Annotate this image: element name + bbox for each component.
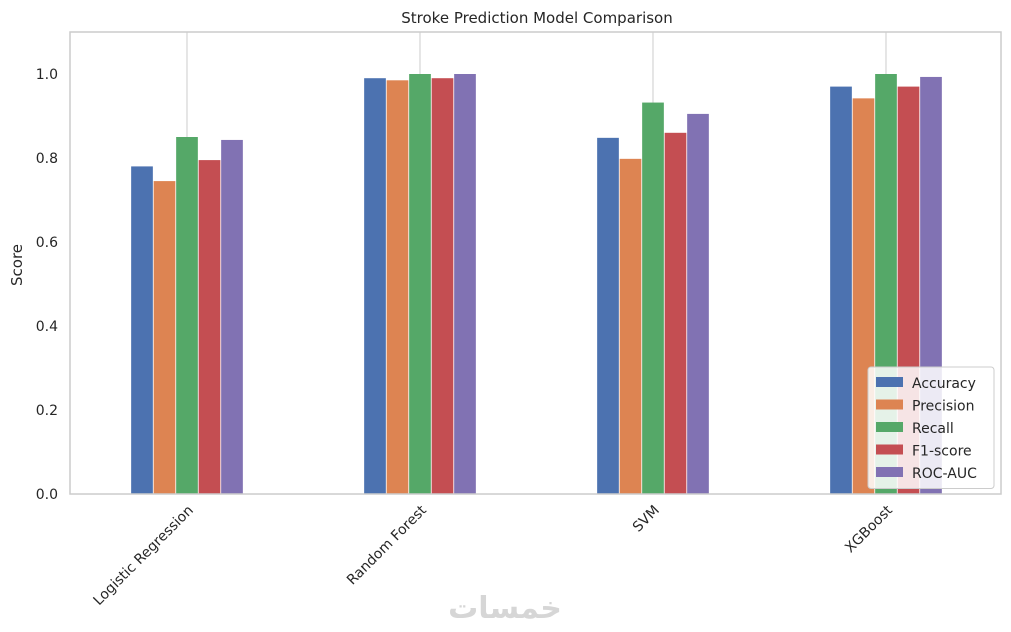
x-tick-label-3: XGBoost (842, 502, 896, 556)
legend-swatch-1 (876, 399, 903, 410)
y-tick-label-5: 1.0 (36, 67, 58, 83)
legend-swatch-0 (876, 377, 903, 387)
legend-label-3: F1-score (912, 444, 972, 460)
bar-f1-score-0 (198, 160, 221, 494)
bar-roc-auc-1 (454, 74, 476, 494)
chart-title: Stroke Prediction Model Comparison (401, 9, 672, 27)
x-tick-label-2: SVM (630, 503, 663, 536)
legend-box (867, 366, 995, 489)
bars (131, 74, 942, 495)
bar-precision-0 (153, 181, 176, 494)
bar-roc-auc-2 (687, 113, 709, 495)
legend-label-1: Precision (912, 399, 974, 415)
y-axis-title: Score (8, 244, 26, 286)
legend-swatch-3 (876, 444, 903, 455)
legend-swatch-4 (876, 467, 903, 477)
legend-label-2: Recall (912, 421, 954, 437)
bar-f1-score-2 (664, 132, 687, 495)
bar-accuracy-0 (131, 166, 153, 494)
bar-accuracy-3 (830, 86, 852, 494)
legend-label-4: ROC-AUC (912, 466, 977, 482)
y-tick-labels: 0.0 0.2 0.4 0.6 0.8 1.0 (36, 67, 58, 503)
y-tick-label-3: 0.6 (36, 235, 58, 251)
watermark-text: خمسات (448, 591, 562, 626)
bar-precision-2 (619, 158, 642, 494)
bar-recall-1 (409, 74, 431, 494)
bar-accuracy-1 (364, 78, 386, 494)
bar-precision-1 (386, 80, 409, 495)
legend-swatch-2 (876, 422, 903, 432)
y-tick-label-1: 0.2 (36, 403, 58, 419)
bar-roc-auc-0 (221, 139, 243, 494)
plot-frame (69, 31, 1002, 495)
legend: Accuracy Precision Recall F1-score ROC-AUC (867, 366, 995, 489)
x-tick-label-1: Random Forest (344, 502, 430, 588)
y-tick-label-2: 0.4 (36, 319, 58, 335)
legend-label-0: Accuracy (912, 376, 976, 392)
x-tick-label-0: Logistic Regression (91, 503, 197, 609)
grid-lines (186, 32, 887, 494)
bar-recall-2 (642, 102, 664, 494)
bar-recall-0 (176, 137, 198, 494)
y-tick-label-4: 0.8 (36, 151, 58, 167)
bar-f1-score-1 (431, 78, 454, 494)
y-tick-label-0: 0.0 (36, 487, 58, 503)
bar-accuracy-2 (597, 137, 619, 494)
